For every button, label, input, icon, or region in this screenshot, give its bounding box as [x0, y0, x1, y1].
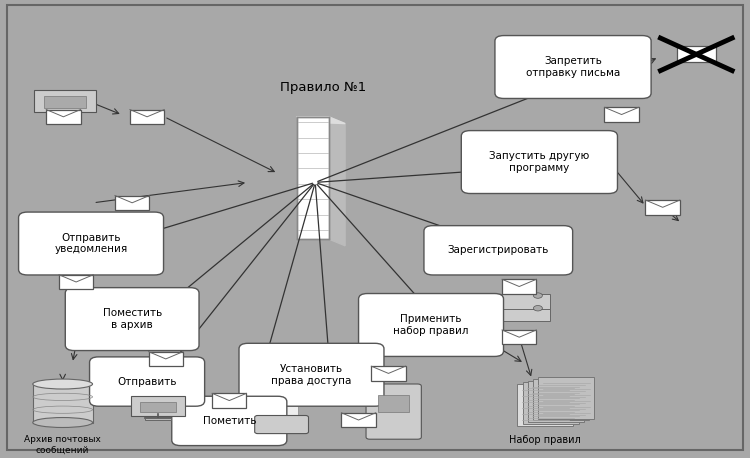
FancyBboxPatch shape: [115, 196, 149, 210]
FancyBboxPatch shape: [518, 384, 574, 426]
Ellipse shape: [33, 379, 92, 389]
Text: Отправить: Отправить: [117, 376, 177, 387]
FancyBboxPatch shape: [461, 131, 617, 194]
FancyBboxPatch shape: [89, 357, 205, 406]
FancyBboxPatch shape: [65, 288, 199, 350]
Text: Установить
права доступа: Установить права доступа: [272, 364, 352, 386]
FancyBboxPatch shape: [491, 294, 550, 309]
Ellipse shape: [533, 293, 542, 298]
FancyBboxPatch shape: [502, 279, 536, 294]
FancyBboxPatch shape: [44, 96, 86, 108]
FancyBboxPatch shape: [646, 200, 680, 214]
FancyBboxPatch shape: [528, 381, 584, 422]
Polygon shape: [296, 117, 345, 124]
FancyBboxPatch shape: [358, 294, 503, 356]
FancyBboxPatch shape: [341, 413, 376, 427]
FancyBboxPatch shape: [148, 352, 183, 366]
FancyBboxPatch shape: [502, 330, 536, 344]
FancyBboxPatch shape: [33, 384, 92, 423]
Ellipse shape: [33, 418, 92, 427]
FancyBboxPatch shape: [130, 109, 164, 124]
Text: Запустить другую
программу: Запустить другую программу: [489, 151, 590, 173]
Polygon shape: [328, 117, 345, 246]
Text: Запретить
отправку письма: Запретить отправку письма: [526, 56, 620, 78]
FancyBboxPatch shape: [146, 418, 172, 420]
FancyBboxPatch shape: [604, 107, 639, 122]
FancyBboxPatch shape: [172, 396, 286, 446]
FancyBboxPatch shape: [491, 307, 550, 322]
FancyBboxPatch shape: [50, 115, 80, 117]
FancyBboxPatch shape: [378, 395, 410, 412]
FancyBboxPatch shape: [366, 384, 422, 439]
FancyBboxPatch shape: [19, 212, 164, 275]
FancyBboxPatch shape: [265, 398, 298, 420]
FancyBboxPatch shape: [495, 36, 651, 98]
FancyBboxPatch shape: [371, 366, 406, 381]
FancyBboxPatch shape: [424, 226, 573, 275]
Text: Архив почтовых
сообщений: Архив почтовых сообщений: [24, 435, 101, 455]
FancyBboxPatch shape: [59, 275, 93, 289]
FancyBboxPatch shape: [8, 5, 742, 450]
Text: Отправить
уведомления: Отправить уведомления: [55, 233, 128, 254]
FancyBboxPatch shape: [677, 46, 716, 62]
FancyBboxPatch shape: [34, 90, 96, 112]
FancyBboxPatch shape: [533, 379, 589, 420]
Ellipse shape: [533, 305, 542, 311]
Text: Поместить
в архив: Поместить в архив: [103, 308, 162, 330]
Text: Правило №1: Правило №1: [280, 81, 366, 94]
FancyBboxPatch shape: [239, 344, 384, 406]
Text: Применить
набор правил: Применить набор правил: [393, 314, 469, 336]
FancyBboxPatch shape: [131, 396, 185, 416]
FancyBboxPatch shape: [255, 415, 308, 434]
FancyBboxPatch shape: [212, 393, 247, 408]
FancyBboxPatch shape: [46, 109, 80, 124]
FancyBboxPatch shape: [140, 402, 176, 412]
FancyBboxPatch shape: [538, 377, 594, 419]
Text: Пометить: Пометить: [202, 416, 256, 426]
Text: Зарегистрировать: Зарегистрировать: [448, 245, 549, 255]
FancyBboxPatch shape: [296, 117, 328, 239]
Text: Набор правил: Набор правил: [509, 436, 581, 445]
FancyBboxPatch shape: [523, 382, 578, 424]
